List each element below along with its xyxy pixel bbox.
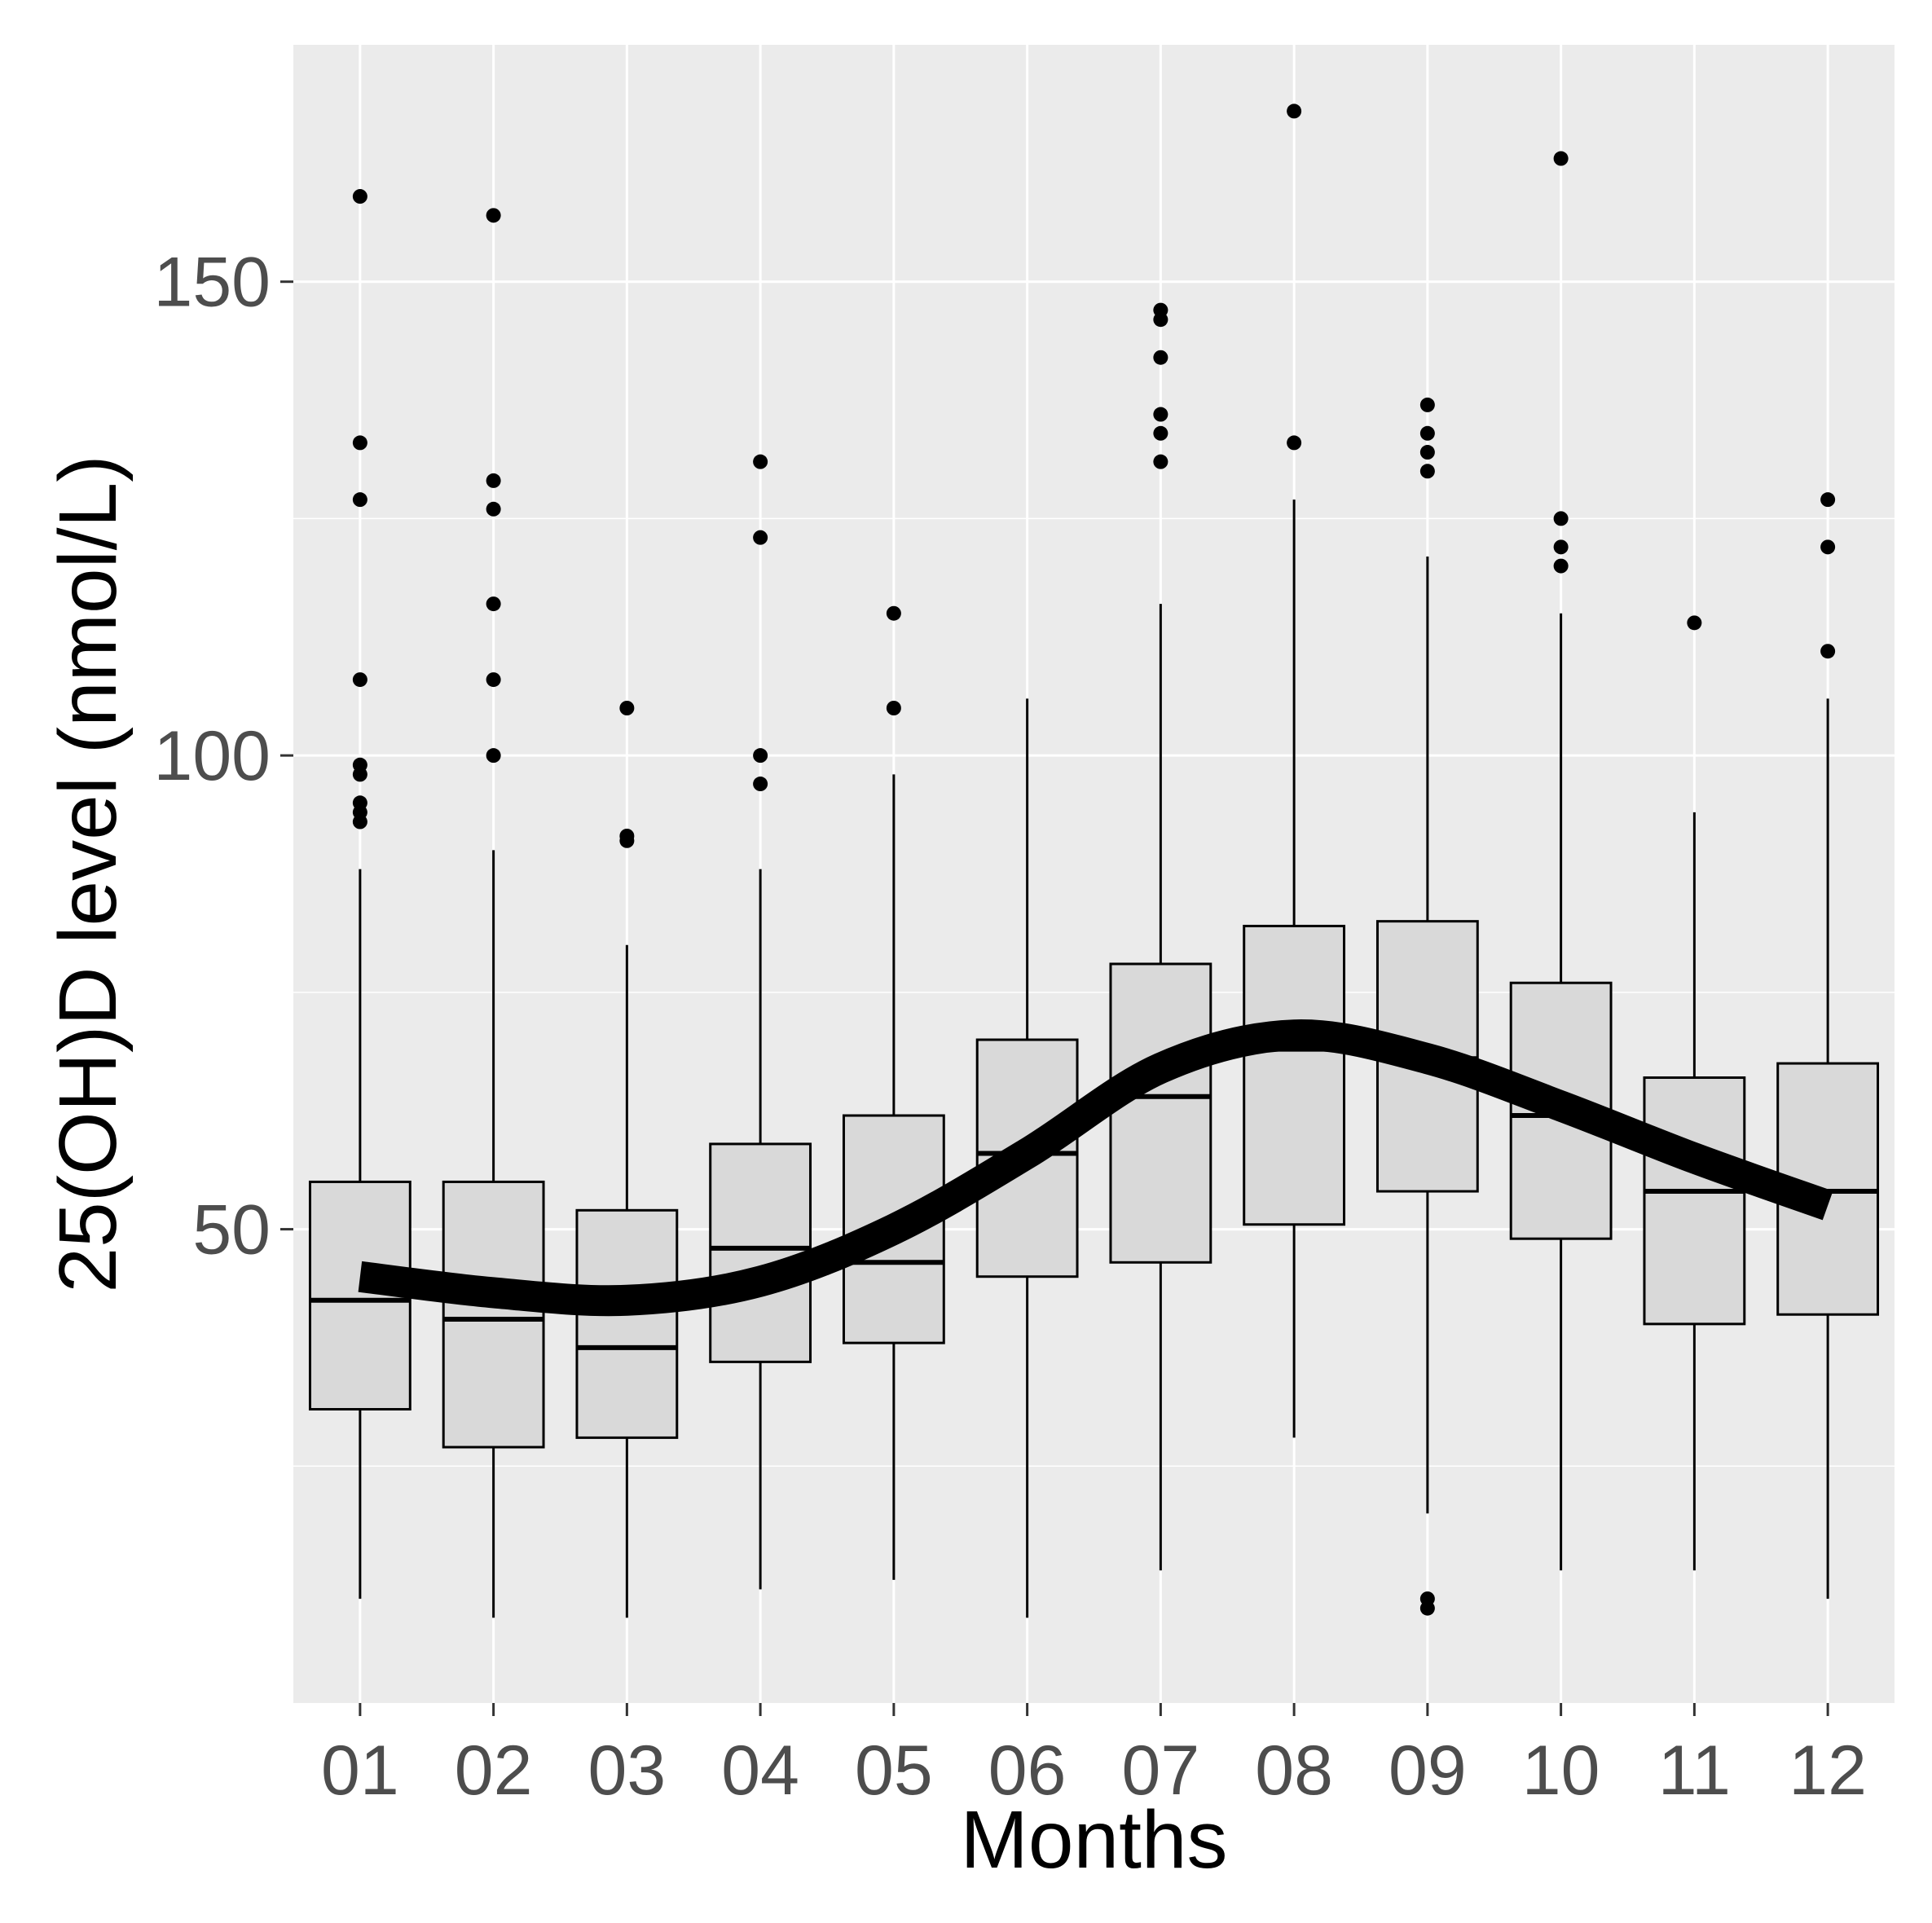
outlier-point xyxy=(1419,445,1435,460)
x-axis-title: Months xyxy=(961,1794,1228,1886)
outlier-point xyxy=(1820,539,1836,555)
x-tick-label: 06 xyxy=(988,1732,1067,1810)
outlier-point xyxy=(753,777,768,792)
outlier-point xyxy=(753,748,768,763)
outlier-point xyxy=(1820,644,1836,659)
x-tick-label: 08 xyxy=(1255,1732,1333,1810)
outlier-point xyxy=(1553,151,1569,166)
x-tick-label: 05 xyxy=(855,1732,933,1810)
outlier-point xyxy=(352,189,367,205)
outlier-point xyxy=(1553,539,1569,555)
outlier-point xyxy=(352,492,367,508)
outlier-point xyxy=(1287,103,1302,119)
x-tick-label: 10 xyxy=(1522,1732,1600,1810)
outlier-point xyxy=(1419,1591,1435,1607)
outlier-point xyxy=(1687,615,1702,631)
outlier-point xyxy=(1153,425,1168,441)
box-month-02 xyxy=(442,208,545,1618)
minor-gridlines xyxy=(293,517,1895,1468)
box-month-01 xyxy=(308,189,411,1600)
outlier-point xyxy=(352,795,367,811)
iqr-box xyxy=(442,1180,545,1449)
y-tick-label: 50 xyxy=(192,1191,271,1270)
iqr-box xyxy=(1109,962,1212,1264)
outlier-point xyxy=(1153,302,1168,318)
outlier-point xyxy=(352,435,367,451)
outlier-point xyxy=(1153,350,1168,365)
iqr-box xyxy=(1643,1076,1746,1326)
y-tick-label: 100 xyxy=(154,717,271,795)
outlier-point xyxy=(486,473,501,488)
x-tick-label: 09 xyxy=(1388,1732,1467,1810)
outlier-point xyxy=(352,672,367,688)
iqr-box xyxy=(575,1208,679,1439)
outlier-point xyxy=(753,454,768,469)
x-tick-label: 07 xyxy=(1122,1732,1200,1810)
box-month-03 xyxy=(575,701,679,1618)
outlier-point xyxy=(619,701,635,715)
x-tick-label: 01 xyxy=(321,1732,399,1810)
box-month-11 xyxy=(1643,615,1746,1571)
trend-line xyxy=(358,1019,1833,1317)
outlier-point xyxy=(1153,407,1168,422)
outlier-point xyxy=(1287,435,1302,451)
box-month-04 xyxy=(709,454,812,1590)
trend-line-group xyxy=(358,1019,1833,1317)
outlier-point xyxy=(352,757,367,772)
outlier-point xyxy=(1820,492,1836,508)
y-tick-label: 150 xyxy=(154,244,271,322)
outlier-point xyxy=(1553,558,1569,574)
outlier-point xyxy=(486,208,501,223)
x-tick-label: 04 xyxy=(721,1732,799,1810)
outlier-point xyxy=(1553,511,1569,526)
outlier-point xyxy=(886,701,901,715)
outlier-point xyxy=(1419,425,1435,441)
outlier-point xyxy=(486,596,501,612)
outlier-point xyxy=(1419,464,1435,479)
outlier-point xyxy=(753,530,768,545)
x-tick-label: 12 xyxy=(1789,1732,1867,1810)
y-axis-title: 25(OH)D level (nmol/L) xyxy=(42,455,134,1292)
axes: 50 100 150 01 02 03 04 05 06 07 08 09 10 11 12 xyxy=(154,244,1867,1810)
iqr-box xyxy=(1243,924,1346,1226)
x-tick-label: 03 xyxy=(588,1732,667,1810)
outlier-point xyxy=(886,605,901,621)
x-tick-label: 11 xyxy=(1658,1732,1731,1810)
outlier-point xyxy=(1419,397,1435,412)
x-tick-label: 02 xyxy=(455,1732,533,1810)
box-month-07 xyxy=(1109,302,1212,1571)
iqr-box xyxy=(709,1142,812,1363)
outlier-point xyxy=(1153,454,1168,469)
plot-panel xyxy=(293,45,1895,1703)
outlier-point xyxy=(486,672,501,688)
outlier-point xyxy=(619,828,635,843)
outlier-point xyxy=(486,748,501,763)
box-month-08 xyxy=(1243,103,1346,1438)
outlier-point xyxy=(486,501,501,517)
